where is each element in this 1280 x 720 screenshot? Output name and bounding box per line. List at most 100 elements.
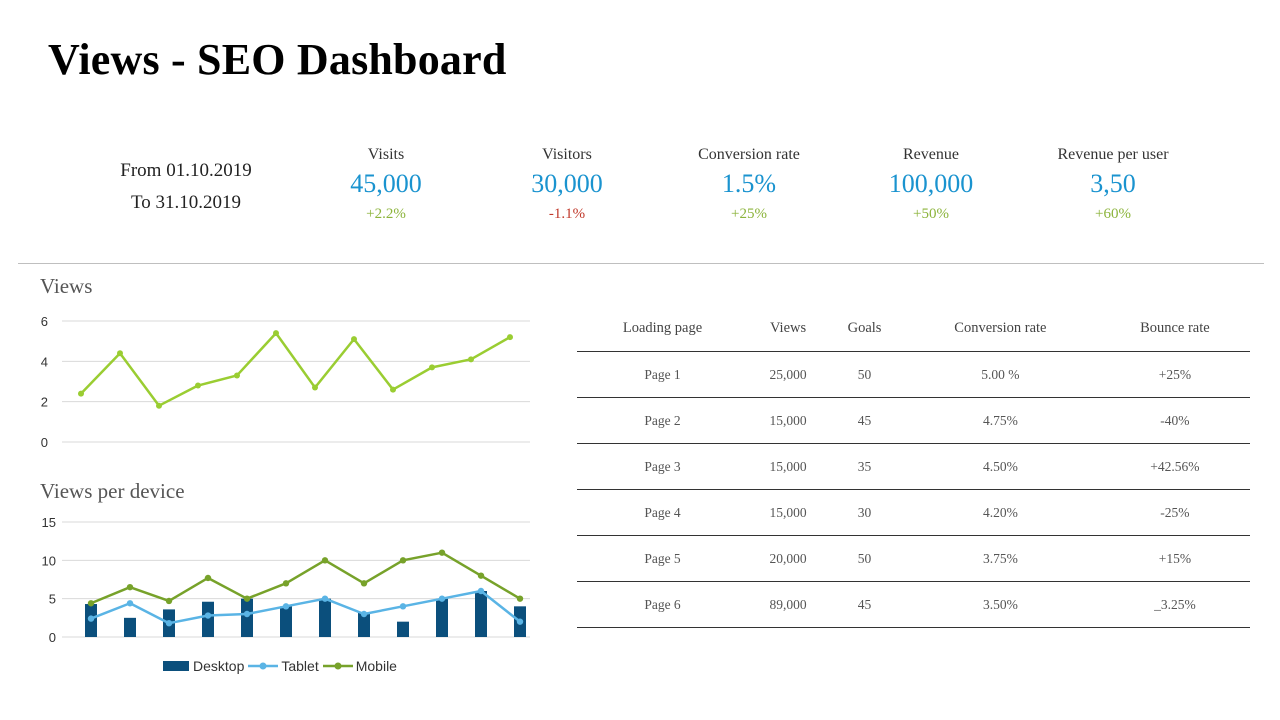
- desktop-bar: [319, 598, 331, 637]
- kpi-conversion-rate: Conversion rate 1.5% +25%: [659, 146, 839, 223]
- tablet-point: [438, 595, 446, 602]
- kpi-value: 45,000: [350, 169, 422, 198]
- table-cell: Page 6: [577, 581, 749, 628]
- column-header: Conversion rate: [901, 306, 1100, 352]
- y-tick-label: 15: [42, 515, 56, 530]
- views-series-line: [80, 331, 511, 407]
- table-cell: Page 4: [577, 489, 749, 536]
- mobile-point: [87, 600, 95, 607]
- desktop-bar: [241, 598, 253, 637]
- mobile-point: [243, 595, 251, 602]
- kpi-revenue: Revenue 100,000 +50%: [841, 146, 1021, 223]
- tablet-point: [282, 603, 290, 610]
- legend-label: Desktop: [193, 658, 245, 674]
- table-cell: 20,000: [748, 535, 829, 582]
- column-header: Loading page: [577, 306, 749, 352]
- kpi-value: 30,000: [531, 169, 603, 198]
- views-point: [234, 372, 240, 379]
- legend-label: Mobile: [355, 658, 397, 674]
- table-cell: 45: [828, 397, 901, 444]
- desktop-bar: [358, 612, 370, 637]
- device-chart-title: Views per device: [40, 479, 185, 503]
- kpi-visits: Visits 45,000 +2.2%: [296, 146, 476, 223]
- views-point: [195, 382, 201, 389]
- y-tick-label: 10: [42, 553, 56, 568]
- page-title: Views - SEO Dashboard: [48, 35, 507, 84]
- table-cell: +42.56%: [1099, 443, 1250, 490]
- date-to: To 31.10.2019: [130, 192, 242, 213]
- mobile-point: [399, 557, 407, 564]
- table-row: Page 5 20,000 50 3.75% +15%: [577, 535, 1250, 582]
- device-chart-legend: Desktop Tablet Mobile: [163, 658, 401, 674]
- tablet-point: [243, 610, 251, 618]
- views-point: [429, 364, 435, 371]
- kpi-value: 1.5%: [721, 169, 777, 198]
- table-cell: 25,000: [748, 351, 829, 398]
- views-chart-title: Views: [40, 274, 93, 298]
- mobile-point: [204, 574, 212, 582]
- tablet-point: [204, 612, 212, 619]
- table-row: Page 4 15,000 30 4.20% -25%: [577, 489, 1250, 536]
- kpi-revenue-per-user: Revenue per user 3,50 +60%: [1023, 146, 1203, 223]
- table-cell: Page 5: [577, 535, 749, 582]
- mobile-point: [477, 572, 485, 579]
- column-header: Bounce rate: [1099, 306, 1250, 352]
- kpi-label: Revenue per user: [1057, 146, 1169, 163]
- table-cell: Page 3: [577, 443, 749, 490]
- loading-pages-table: Loading page Views Goals Conversion rate…: [577, 306, 1250, 628]
- kpi-value: 100,000: [888, 169, 974, 198]
- mobile-point: [165, 597, 173, 605]
- views-point: [273, 330, 279, 337]
- table-cell: +15%: [1099, 535, 1250, 582]
- mobile-point: [126, 583, 134, 591]
- desktop-bar: [475, 591, 487, 637]
- y-tick-label: 0: [41, 435, 48, 450]
- table-row: Page 3 15,000 35 4.50% +42.56%: [577, 443, 1250, 490]
- table-cell: 35: [828, 443, 901, 490]
- kpi-label: Visits: [367, 146, 405, 163]
- legend-desktop: Desktop: [163, 658, 244, 674]
- y-tick-label: 2: [41, 395, 48, 410]
- legend-label: Tablet: [281, 658, 319, 674]
- y-tick-label: 4: [41, 354, 48, 369]
- table-cell: 4.75%: [901, 397, 1100, 444]
- views-point: [117, 350, 123, 357]
- desktop-bar: [124, 617, 136, 637]
- desktop-bar: [280, 606, 292, 637]
- table-row: Page 6 89,000 45 3.50% _3.25%: [577, 581, 1250, 628]
- table-cell: 50: [828, 535, 901, 582]
- date-from: From 01.10.2019: [120, 160, 252, 181]
- tablet-point: [126, 600, 134, 607]
- section-divider: [18, 263, 1264, 264]
- views-point: [78, 390, 84, 397]
- table-cell: 4.50%: [901, 443, 1100, 490]
- table-cell: 5.00 %: [901, 351, 1100, 398]
- tablet-point: [165, 620, 173, 627]
- table-cell: 4.20%: [901, 489, 1100, 536]
- table-cell: 89,000: [748, 581, 829, 628]
- desktop-bar: [397, 621, 409, 637]
- views-point: [507, 334, 513, 341]
- views-point: [312, 384, 318, 391]
- views-per-device-chart: 0 5 10 15: [42, 515, 530, 645]
- views-point: [468, 356, 474, 363]
- legend-mobile: Mobile: [322, 658, 397, 674]
- table-cell: 15,000: [748, 489, 829, 536]
- table-cell: +25%: [1099, 351, 1250, 398]
- tablet-point: [87, 615, 95, 622]
- table-cell: Page 2: [577, 397, 749, 444]
- legend-tablet-swatch: [248, 662, 279, 670]
- kpi-change: +60%: [1095, 206, 1131, 222]
- table-cell: -25%: [1099, 489, 1250, 536]
- tablet-series-line: [90, 589, 521, 625]
- y-tick-label: 0: [49, 630, 56, 645]
- legend-tablet: Tablet: [248, 658, 319, 674]
- views-point: [351, 336, 357, 343]
- tablet-point: [360, 610, 368, 618]
- table-cell: 50: [828, 351, 901, 398]
- kpi-change: +2.2%: [366, 206, 406, 222]
- kpi-visitors: Visitors 30,000 -1.1%: [477, 146, 657, 223]
- column-header: Goals: [828, 306, 901, 352]
- table-row: Page 2 15,000 45 4.75% -40%: [577, 397, 1250, 444]
- mobile-point: [321, 557, 329, 564]
